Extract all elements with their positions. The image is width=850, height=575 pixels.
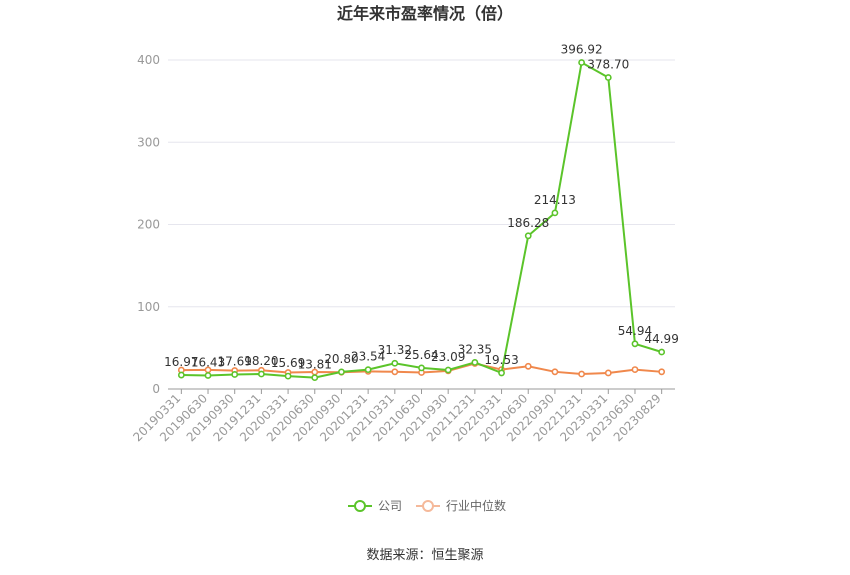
data-label: 17.69 (218, 354, 252, 368)
company-point (311, 374, 319, 382)
data-label: 31.32 (378, 343, 412, 357)
company-point (604, 74, 612, 81)
legend-label: 公司 (378, 499, 402, 513)
industry-median-point (658, 368, 666, 376)
data-label: 16.43 (191, 355, 225, 369)
data-label: 32.35 (458, 342, 492, 356)
company-point (231, 371, 239, 378)
company-point (658, 348, 666, 356)
legend-marker-icon (422, 500, 434, 512)
industry-median-point (551, 368, 559, 376)
data-label: 378.70 (587, 58, 629, 72)
company-point (284, 372, 292, 380)
x-axis: 2019033120190630201909302019123120200331… (130, 388, 675, 444)
y-tick-label: 0 (152, 382, 160, 396)
source-note: 数据来源：恒生聚源 (366, 548, 483, 563)
legend-item-industry-median[interactable]: 行业中位数 (416, 498, 506, 513)
company-point (551, 209, 559, 217)
data-label: 18.20 (244, 354, 278, 368)
industry-median-point (631, 366, 639, 373)
data-label: 13.81 (298, 358, 332, 372)
legend[interactable]: 公司 行业中位数 (348, 498, 506, 513)
y-axis: 0 100 200 300 400 (137, 53, 160, 396)
company-point (578, 59, 586, 66)
company-point (391, 359, 399, 367)
legend-marker-icon (354, 500, 366, 512)
data-label: 214.13 (534, 193, 576, 207)
grid-lines (168, 59, 675, 308)
company-point (498, 369, 505, 377)
y-tick-label: 300 (137, 135, 160, 149)
company-point (471, 358, 479, 366)
y-tick-label: 200 (137, 218, 160, 232)
company-point (257, 370, 265, 378)
legend-item-company[interactable]: 公司 (348, 499, 402, 513)
data-label: 19.53 (484, 353, 518, 367)
company-point (631, 340, 639, 348)
company-point (364, 366, 372, 374)
y-tick-label: 100 (137, 300, 160, 314)
company-point (204, 372, 212, 379)
company-series-line (181, 60, 662, 379)
data-label: 25.64 (404, 348, 438, 362)
data-label: 396.92 (561, 43, 603, 57)
data-label: 54.94 (618, 324, 652, 338)
data-labels: 16.9716.4317.6918.2015.6913.8120.8023.54… (164, 43, 679, 372)
data-label: 186.28 (507, 216, 549, 230)
industry-median-point (578, 370, 586, 378)
y-tick-label: 400 (137, 53, 160, 67)
company-point (338, 368, 345, 376)
data-label: 23.54 (351, 350, 385, 364)
company-point (177, 371, 185, 379)
industry-median-point (524, 362, 532, 370)
data-label: 15.69 (271, 356, 305, 370)
data-label: 20.80 (324, 352, 358, 366)
chart-title: 近年来市盈率情况（倍） (337, 4, 513, 23)
company-point (444, 366, 452, 374)
company-point (524, 232, 532, 240)
legend-label: 行业中位数 (446, 498, 506, 513)
data-label: 44.99 (644, 332, 678, 346)
data-label: 16.97 (164, 355, 198, 369)
industry-median-point (391, 368, 399, 376)
industry-median-point (604, 369, 612, 377)
data-label: 23.09 (431, 350, 465, 364)
company-point (418, 364, 425, 372)
series-group (177, 59, 666, 382)
